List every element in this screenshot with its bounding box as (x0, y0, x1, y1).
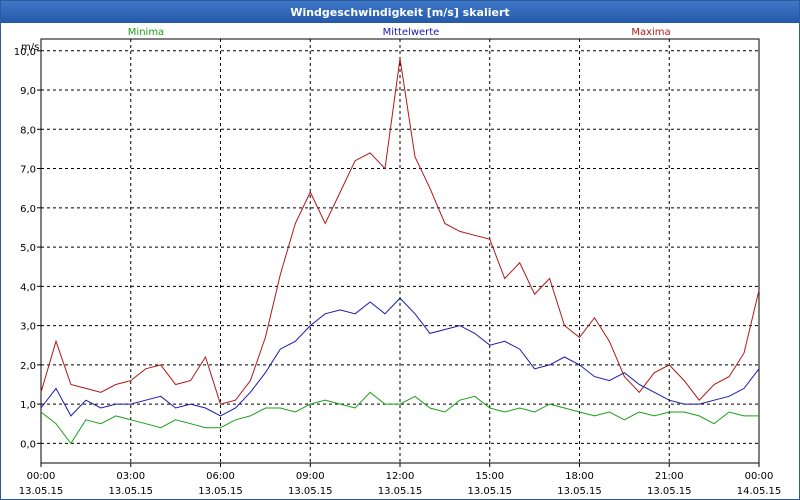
y-tick-label: 0,0 (20, 439, 36, 450)
window-title: Windgeschwindigkeit [m/s] skaliert (1, 1, 799, 23)
x-tick-date: 13.05.15 (647, 486, 692, 497)
legend: Minima Mittelwerte Maxima (128, 27, 671, 38)
legend-entry-maxima: Maxima (631, 27, 670, 38)
x-tick-date: 13.05.15 (467, 486, 512, 497)
y-tick-label: 7,0 (20, 165, 36, 176)
x-tick-date: 13.05.15 (557, 486, 602, 497)
x-tick-date: 13.05.15 (378, 486, 423, 497)
x-tick-date: 13.05.15 (198, 486, 243, 497)
x-tick-time: 03:00 (116, 471, 145, 482)
x-tick-time: 21:00 (655, 471, 684, 482)
y-tick-label: 6,0 (20, 204, 36, 215)
y-tick-label: 8,0 (20, 125, 36, 136)
x-tick-time: 15:00 (475, 471, 504, 482)
x-tick-date: 14.05.15 (737, 486, 782, 497)
x-tick-time: 00:00 (27, 471, 56, 482)
wind-speed-chart: 0,0 1,0 2,0 3,0 4,0 5,0 6,0 7,0 8,0 9,0 10,0 00:00… (14, 27, 782, 497)
y-tick-label: 1,0 (20, 400, 36, 411)
y-axis-ticks: 0,0 1,0 2,0 3,0 4,0 5,0 6,0 7,0 8,0 9,0 10,0 (14, 47, 41, 450)
y-tick-label: 2,0 (20, 361, 36, 372)
grid-lines (41, 39, 759, 463)
x-tick-date: 13.05.15 (19, 486, 64, 497)
x-tick-time: 18:00 (565, 471, 594, 482)
legend-entry-minima: Minima (128, 27, 164, 38)
y-tick-label: 10,0 (14, 47, 36, 58)
y-tick-label: 4,0 (20, 282, 36, 293)
x-tick-time: 12:00 (386, 471, 415, 482)
x-tick-date: 13.05.15 (108, 486, 153, 497)
x-tick-date: 13.05.15 (288, 486, 333, 497)
series-line-minima (40, 391, 759, 445)
x-tick-time: 00:00 (745, 471, 774, 482)
x-axis-ticks: 00:00 13.05.15 03:00 13.05.15 06:00 13.05.15 0… (19, 463, 782, 497)
series-line-maxima (40, 58, 760, 405)
y-tick-label: 9,0 (20, 86, 36, 97)
y-axis-label: m/s (21, 42, 39, 53)
series-line-mittelwerte (40, 297, 760, 417)
y-tick-label: 5,0 (20, 243, 36, 254)
y-tick-label: 3,0 (20, 322, 36, 333)
x-tick-time: 06:00 (206, 471, 235, 482)
series-lines (40, 58, 760, 445)
x-tick-time: 09:00 (296, 471, 325, 482)
legend-entry-mittelwerte: Mittelwerte (383, 27, 440, 38)
